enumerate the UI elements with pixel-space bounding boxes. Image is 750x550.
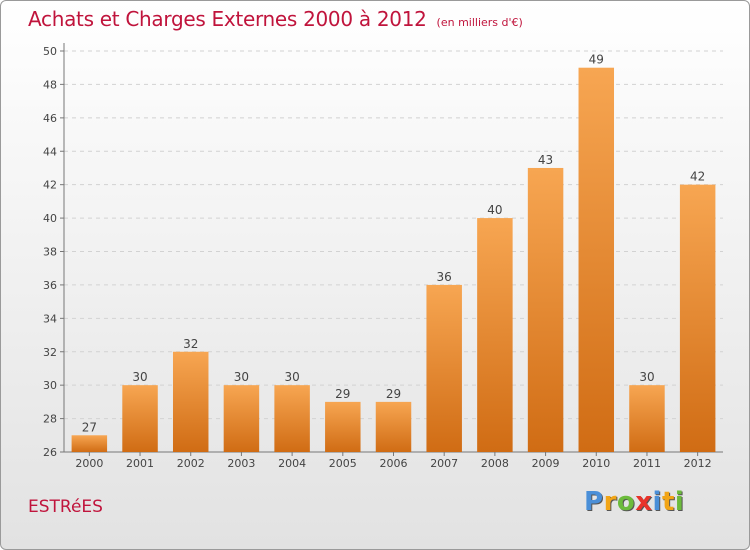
bar [629, 385, 665, 452]
chart-title: Achats et Charges Externes 2000 à 2012 (e… [28, 7, 523, 31]
x-tick-label: 2005 [329, 457, 357, 470]
x-tick-label: 2009 [532, 457, 560, 470]
y-tick-label: 50 [43, 45, 57, 58]
bar [527, 167, 564, 453]
bar [274, 385, 310, 452]
logo-letter: t [661, 487, 675, 517]
bar-value-label: 30 [234, 370, 249, 384]
bar [71, 435, 108, 452]
bar-value-label: 40 [487, 203, 502, 217]
y-tick-label: 46 [43, 112, 57, 125]
y-tick-label: 32 [43, 346, 57, 359]
x-tick-label: 2004 [278, 457, 306, 470]
x-tick-label: 2003 [227, 457, 255, 470]
logo-letter: i [674, 487, 685, 517]
bar-value-label: 27 [82, 420, 97, 434]
logo-letter: i [652, 487, 662, 517]
y-tick-label: 40 [43, 212, 57, 225]
bar [477, 218, 513, 452]
bar-value-label: 29 [386, 387, 401, 401]
x-tick-label: 2011 [633, 457, 661, 470]
bar [172, 351, 209, 452]
logo-letter: x [635, 487, 653, 517]
x-tick-labels: 2000 2001 2002 2003 2004 2005 2006 2007 2008 2009… [75, 457, 711, 470]
y-tick-label: 28 [43, 413, 57, 426]
chart-subtitle: (en milliers d'€) [436, 16, 523, 29]
logo-letter: P [584, 487, 604, 517]
x-tick-label: 2008 [481, 457, 509, 470]
bar [223, 385, 260, 452]
value-labels: 27 30 32 30 30 29 29 36 40 43 49 30 42 [82, 53, 706, 435]
x-tick-label: 2000 [75, 457, 103, 470]
y-tick-label: 44 [43, 145, 57, 158]
y-tick-label: 26 [43, 446, 57, 459]
bar-value-label: 49 [589, 53, 604, 67]
y-tick-label: 30 [43, 379, 57, 392]
bar-value-label: 42 [690, 170, 705, 184]
y-tick-label: 38 [43, 246, 57, 259]
bar [375, 401, 412, 452]
logo-letter: r [603, 487, 617, 517]
bar-value-label: 30 [132, 370, 147, 384]
bar-value-label: 36 [437, 270, 452, 284]
bar [426, 284, 462, 452]
proxiti-logo[interactable]: Proxiti [584, 487, 684, 517]
bar-value-label: 43 [538, 153, 553, 167]
x-tick-label: 2007 [430, 457, 458, 470]
commune-name: ESTRéES [28, 497, 103, 517]
x-tick-label: 2001 [126, 457, 154, 470]
x-tick-label: 2002 [177, 457, 205, 470]
x-tick-label: 2010 [582, 457, 610, 470]
bar-value-label: 30 [639, 370, 654, 384]
logo-letter: o [616, 487, 636, 517]
bar-value-label: 29 [335, 387, 350, 401]
bar-value-label: 30 [284, 370, 299, 384]
bar-value-label: 32 [183, 337, 198, 351]
bar [578, 67, 615, 452]
y-tick-labels: 26 28 30 32 34 36 38 40 42 44 46 48 50 [43, 45, 57, 459]
y-tick-label: 36 [43, 279, 57, 292]
y-tick-label: 34 [43, 312, 57, 325]
x-tick-label: 2012 [684, 457, 712, 470]
x-tick-label: 2006 [380, 457, 408, 470]
bar [122, 385, 158, 452]
bar [679, 184, 716, 452]
y-tick-label: 48 [43, 78, 57, 91]
bars [71, 67, 716, 453]
y-tick-label: 42 [43, 179, 57, 192]
chart-title-text: Achats et Charges Externes 2000 à 2012 [28, 7, 427, 31]
bar [325, 401, 361, 452]
